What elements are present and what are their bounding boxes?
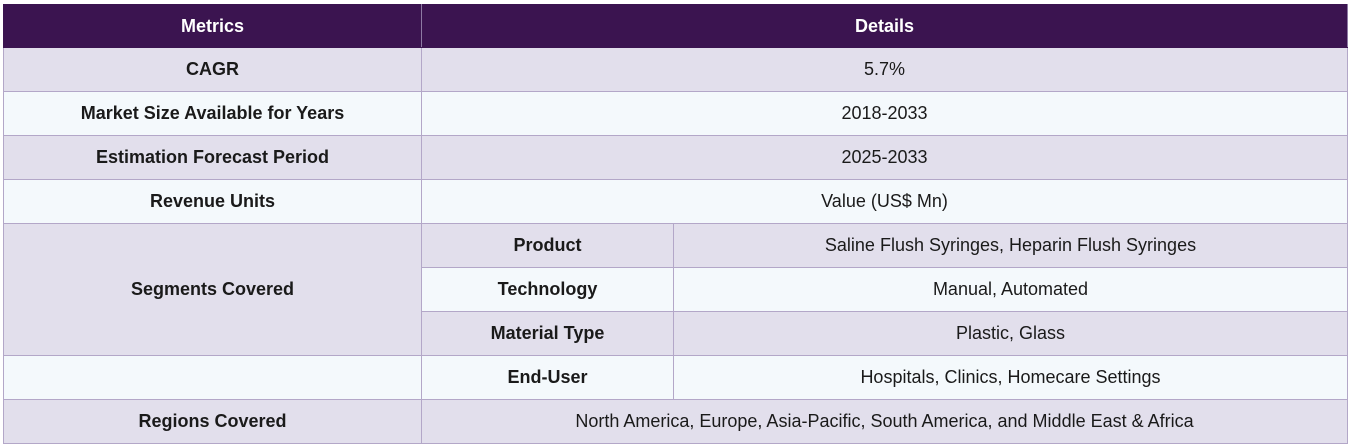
header-row: Metrics Details: [3, 4, 1348, 48]
metric-label: Revenue Units: [3, 179, 422, 224]
metric-label: Regions Covered: [3, 399, 422, 444]
metric-value: Value (US$ Mn): [421, 179, 1348, 224]
segments-label: Segments Covered: [3, 223, 422, 356]
segment-name: Technology: [421, 267, 674, 312]
table-row-market-size: Market Size Available for Years 2018-203…: [3, 91, 1348, 136]
table-row-segment-product: Segments Covered Product Saline Flush Sy…: [3, 223, 1348, 356]
metric-label: Estimation Forecast Period: [3, 135, 422, 180]
segment-value: Manual, Automated: [673, 267, 1348, 312]
metric-label: CAGR: [3, 47, 422, 92]
header-metrics: Metrics: [3, 4, 422, 48]
segment-value: Saline Flush Syringes, Heparin Flush Syr…: [673, 223, 1348, 268]
report-metrics-table: Metrics Details CAGR 5.7% Market Size Av…: [3, 4, 1348, 444]
metric-value: North America, Europe, Asia-Pacific, Sou…: [421, 399, 1348, 444]
metric-label: Market Size Available for Years: [3, 91, 422, 136]
metric-value: 2025-2033: [421, 135, 1348, 180]
segment-value: Hospitals, Clinics, Homecare Settings: [673, 355, 1348, 400]
table-row-revenue: Revenue Units Value (US$ Mn): [3, 179, 1348, 224]
table-row-segment-end-user: End-User Hospitals, Clinics, Homecare Se…: [3, 355, 1348, 400]
metric-value: 2018-2033: [421, 91, 1348, 136]
table-row-cagr: CAGR 5.7%: [3, 47, 1348, 92]
segment-name: End-User: [421, 355, 674, 400]
metric-value: 5.7%: [421, 47, 1348, 92]
empty-cell: [3, 355, 422, 400]
segment-name: Product: [421, 223, 674, 268]
header-details: Details: [421, 4, 1348, 48]
table-row-regions: Regions Covered North America, Europe, A…: [3, 399, 1348, 444]
table-row-segment-technology: Technology Manual, Automated: [4, 267, 1348, 312]
table-row-segment-material: Material Type Plastic, Glass: [4, 311, 1348, 356]
segment-value: Plastic, Glass: [673, 311, 1348, 356]
table-row-forecast: Estimation Forecast Period 2025-2033: [3, 135, 1348, 180]
segment-name: Material Type: [421, 311, 674, 356]
